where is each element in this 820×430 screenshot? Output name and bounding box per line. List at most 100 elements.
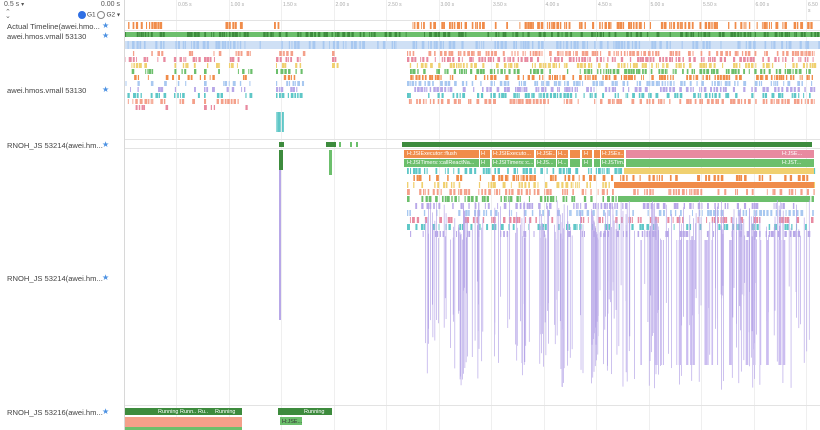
stack-slice[interactable] <box>792 231 796 237</box>
stack-slice[interactable] <box>800 99 803 104</box>
trace-slice[interactable] <box>722 229 723 296</box>
stack-slice[interactable] <box>774 57 777 62</box>
stack-slice[interactable] <box>808 75 810 80</box>
trace-slice[interactable] <box>452 237 454 315</box>
stack-slice[interactable] <box>697 175 701 181</box>
stack-slice[interactable] <box>732 87 736 92</box>
stack-slice[interactable] <box>582 81 584 86</box>
thread-slice[interactable] <box>143 41 146 49</box>
stack-slice[interactable] <box>182 63 185 68</box>
stack-slice[interactable] <box>547 99 549 104</box>
process-slice[interactable] <box>193 32 197 37</box>
process-slice[interactable] <box>144 32 147 37</box>
stack-slice[interactable] <box>549 63 551 68</box>
stack-slice[interactable] <box>597 168 601 174</box>
thread-slice[interactable] <box>624 41 626 49</box>
stack-slice[interactable] <box>602 217 604 223</box>
stack-slice[interactable] <box>332 57 335 62</box>
stack-slice[interactable] <box>638 87 642 92</box>
stack-slice[interactable] <box>135 63 139 68</box>
stack-slice[interactable] <box>634 75 636 80</box>
stack-slice[interactable] <box>652 175 655 181</box>
stack-slice[interactable] <box>447 99 450 104</box>
stack-slice[interactable] <box>440 189 442 195</box>
process-slice[interactable] <box>285 32 288 37</box>
stack-slice[interactable] <box>746 57 749 62</box>
stack-slice[interactable] <box>528 182 530 188</box>
stack-slice[interactable] <box>423 224 425 230</box>
process-slice[interactable] <box>435 32 437 37</box>
stack-slice[interactable] <box>721 99 724 104</box>
stack-slice[interactable] <box>790 87 793 92</box>
stack-slice[interactable] <box>714 93 717 98</box>
stack-slice[interactable] <box>701 99 704 104</box>
flush-slice[interactable] <box>404 150 479 158</box>
trace-slice[interactable] <box>500 206 501 297</box>
stack-slice[interactable] <box>424 217 428 223</box>
stack-slice[interactable] <box>407 51 409 56</box>
stack-slice[interactable] <box>409 51 411 56</box>
stack-slice[interactable] <box>281 93 285 98</box>
stack-slice[interactable] <box>493 81 495 86</box>
stack-slice[interactable] <box>754 87 757 92</box>
stack-slice[interactable] <box>736 203 739 209</box>
frame-slice[interactable] <box>140 22 143 29</box>
stack-slice[interactable] <box>478 182 481 188</box>
flush-slice[interactable] <box>570 150 580 158</box>
stack-slice[interactable] <box>412 217 415 223</box>
stack-slice[interactable] <box>713 217 716 223</box>
stack-slice[interactable] <box>165 75 169 80</box>
stack-slice[interactable] <box>711 99 714 104</box>
stack-slice[interactable] <box>701 203 703 209</box>
thread-slice[interactable] <box>442 41 444 49</box>
stack-slice[interactable] <box>589 75 591 80</box>
stack-slice[interactable] <box>769 63 771 68</box>
stack-slice[interactable] <box>204 57 207 62</box>
thread-slice[interactable] <box>615 41 618 49</box>
stack-slice[interactable] <box>699 69 703 74</box>
stack-slice[interactable] <box>686 99 690 104</box>
stack-slice[interactable] <box>618 224 620 230</box>
stack-slice[interactable] <box>281 63 285 68</box>
trace-slice[interactable] <box>652 200 653 336</box>
stack-slice[interactable] <box>641 57 645 62</box>
stack-slice[interactable] <box>713 69 716 74</box>
thread-slice[interactable] <box>631 41 634 49</box>
stack-slice[interactable] <box>591 51 595 56</box>
trace-slice[interactable] <box>754 240 756 365</box>
trace-slice[interactable] <box>700 217 702 306</box>
stack-slice[interactable] <box>424 168 426 174</box>
stack-slice[interactable] <box>460 203 463 209</box>
stack-slice[interactable] <box>663 210 665 216</box>
frame-slice[interactable] <box>444 22 445 29</box>
stack-slice[interactable] <box>569 99 571 104</box>
stack-slice[interactable] <box>692 87 694 92</box>
stack-slice[interactable] <box>412 51 415 56</box>
stack-slice[interactable] <box>756 217 759 223</box>
stack-slice[interactable] <box>249 51 251 56</box>
stack-slice[interactable] <box>230 99 233 104</box>
stack-slice[interactable] <box>805 224 807 230</box>
stack-slice[interactable] <box>504 175 508 181</box>
process-slice[interactable] <box>767 32 769 37</box>
thread-slice[interactable] <box>217 41 221 49</box>
stack-slice[interactable] <box>465 210 468 216</box>
trace-slice[interactable] <box>748 216 750 333</box>
stack-slice[interactable] <box>461 57 463 62</box>
stack-slice[interactable] <box>791 189 794 195</box>
thread-slice[interactable] <box>139 41 142 49</box>
frame-slice[interactable] <box>628 22 631 29</box>
trace-slice[interactable] <box>723 209 724 382</box>
thread-slice[interactable] <box>227 41 229 49</box>
stack-slice[interactable] <box>290 87 293 92</box>
stack-slice[interactable] <box>439 217 442 223</box>
stack-slice[interactable] <box>758 81 760 86</box>
thread-slice[interactable] <box>708 41 711 49</box>
stack-slice[interactable] <box>683 63 685 68</box>
stack-slice[interactable] <box>658 210 662 216</box>
stack-slice[interactable] <box>767 57 770 62</box>
stack-slice[interactable] <box>448 224 451 230</box>
process-slice[interactable] <box>740 32 742 37</box>
frame-slice[interactable] <box>601 22 603 29</box>
process-slice[interactable] <box>669 32 671 37</box>
